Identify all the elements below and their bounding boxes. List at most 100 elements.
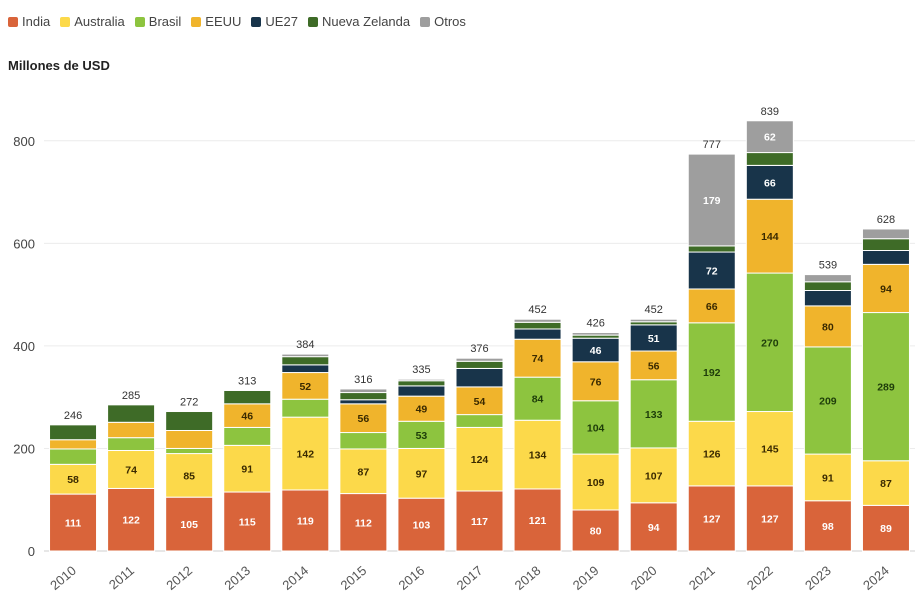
bar-segment bbox=[629, 324, 678, 352]
total-label: 628 bbox=[877, 214, 895, 226]
bar-segment bbox=[629, 318, 678, 323]
x-tick-label: 2024 bbox=[860, 563, 892, 593]
bar-segment bbox=[397, 380, 446, 387]
data-label: 94 bbox=[648, 522, 660, 534]
total-label: 452 bbox=[645, 304, 663, 316]
bar-segment bbox=[803, 274, 852, 283]
data-label: 87 bbox=[358, 466, 370, 478]
bar-segment bbox=[397, 420, 446, 449]
bar-segment bbox=[571, 509, 620, 552]
data-label: 58 bbox=[67, 474, 79, 486]
bar-segment bbox=[339, 388, 388, 394]
data-label: 94 bbox=[880, 283, 892, 295]
bar-segment bbox=[803, 305, 852, 348]
legend-label: India bbox=[22, 14, 51, 29]
bar-segment bbox=[281, 372, 330, 400]
data-label: 51 bbox=[648, 333, 660, 345]
bar-segment bbox=[223, 444, 272, 493]
data-label: 145 bbox=[761, 444, 779, 456]
bar-segment bbox=[281, 416, 330, 491]
bar-segment bbox=[107, 449, 156, 489]
bar-segment bbox=[107, 421, 156, 439]
bar-segment bbox=[629, 502, 678, 552]
data-label: 87 bbox=[880, 478, 892, 490]
bar-segment bbox=[397, 395, 446, 422]
bar-segment bbox=[513, 488, 562, 552]
legend-item: UE27 bbox=[251, 14, 298, 29]
data-label: 111 bbox=[65, 518, 82, 530]
total-label: 426 bbox=[586, 318, 604, 330]
bar-segment bbox=[687, 485, 736, 552]
bar-segment bbox=[397, 497, 446, 552]
bar-segment bbox=[339, 432, 388, 450]
total-label: 335 bbox=[412, 364, 430, 376]
data-label: 121 bbox=[529, 515, 547, 527]
bar-segment bbox=[455, 490, 504, 552]
data-label: 62 bbox=[764, 132, 776, 144]
bar-segment bbox=[397, 385, 446, 397]
data-label: 76 bbox=[590, 376, 602, 388]
legend-label: EEUU bbox=[205, 14, 242, 29]
bar-segment bbox=[165, 496, 214, 552]
bar-segment bbox=[861, 312, 910, 462]
data-label: 89 bbox=[880, 523, 892, 535]
x-tick-label: 2012 bbox=[163, 563, 195, 593]
bar-segment bbox=[803, 346, 852, 455]
x-tick-label: 2018 bbox=[512, 563, 544, 593]
bar-segment bbox=[223, 426, 272, 446]
legend-item: Nueva Zelanda bbox=[307, 14, 410, 29]
bar-segment bbox=[455, 386, 504, 416]
data-label: 85 bbox=[183, 470, 195, 482]
legend-swatch bbox=[134, 16, 145, 27]
data-label: 74 bbox=[532, 353, 544, 365]
data-label: 127 bbox=[703, 513, 721, 525]
data-label: 134 bbox=[529, 450, 547, 462]
bar-segment bbox=[571, 332, 620, 336]
data-label: 192 bbox=[703, 367, 721, 379]
data-label: 289 bbox=[877, 382, 895, 394]
bar-segment bbox=[165, 429, 214, 449]
bar-segment bbox=[397, 447, 446, 499]
legend-label: Australia bbox=[74, 14, 125, 29]
bar-segment bbox=[165, 447, 214, 455]
bar-segment bbox=[687, 288, 736, 324]
legend-item: India bbox=[8, 14, 50, 29]
total-label: 272 bbox=[180, 397, 198, 409]
bar-segment bbox=[281, 356, 330, 366]
legend-item: EEUU bbox=[191, 14, 241, 29]
bar-segment bbox=[861, 250, 910, 265]
bar-segment bbox=[49, 448, 98, 465]
bar-segment bbox=[861, 228, 910, 240]
data-label: 270 bbox=[761, 337, 779, 349]
legend-swatch bbox=[420, 16, 431, 27]
bar-segment bbox=[455, 426, 504, 492]
total-label: 777 bbox=[703, 139, 721, 151]
bar-segment bbox=[745, 272, 794, 413]
data-label: 119 bbox=[297, 515, 314, 527]
bar-segment bbox=[339, 403, 388, 434]
data-label: 115 bbox=[239, 517, 256, 529]
data-label: 133 bbox=[645, 409, 663, 421]
bar-segment bbox=[803, 453, 852, 502]
bar-segment bbox=[571, 361, 620, 402]
bar-segment bbox=[281, 398, 330, 418]
data-label: 49 bbox=[416, 404, 428, 416]
data-label: 117 bbox=[471, 516, 488, 528]
bar-segment bbox=[687, 251, 736, 290]
bar-segment bbox=[745, 198, 794, 274]
legend-swatch bbox=[191, 16, 202, 27]
data-label: 179 bbox=[703, 195, 721, 207]
bar-segment bbox=[339, 399, 388, 405]
data-label: 46 bbox=[590, 345, 602, 357]
x-tick-label: 2017 bbox=[454, 563, 486, 593]
legend-label: Otros bbox=[434, 14, 466, 29]
data-label: 56 bbox=[648, 360, 660, 372]
bar-segment bbox=[861, 238, 910, 252]
bar-segment bbox=[861, 460, 910, 506]
bar-segment bbox=[803, 281, 852, 292]
bar-segment bbox=[745, 120, 794, 154]
data-label: 56 bbox=[358, 413, 370, 425]
bar-segment bbox=[339, 448, 388, 495]
total-label: 316 bbox=[354, 374, 372, 386]
bar-segment bbox=[629, 447, 678, 504]
